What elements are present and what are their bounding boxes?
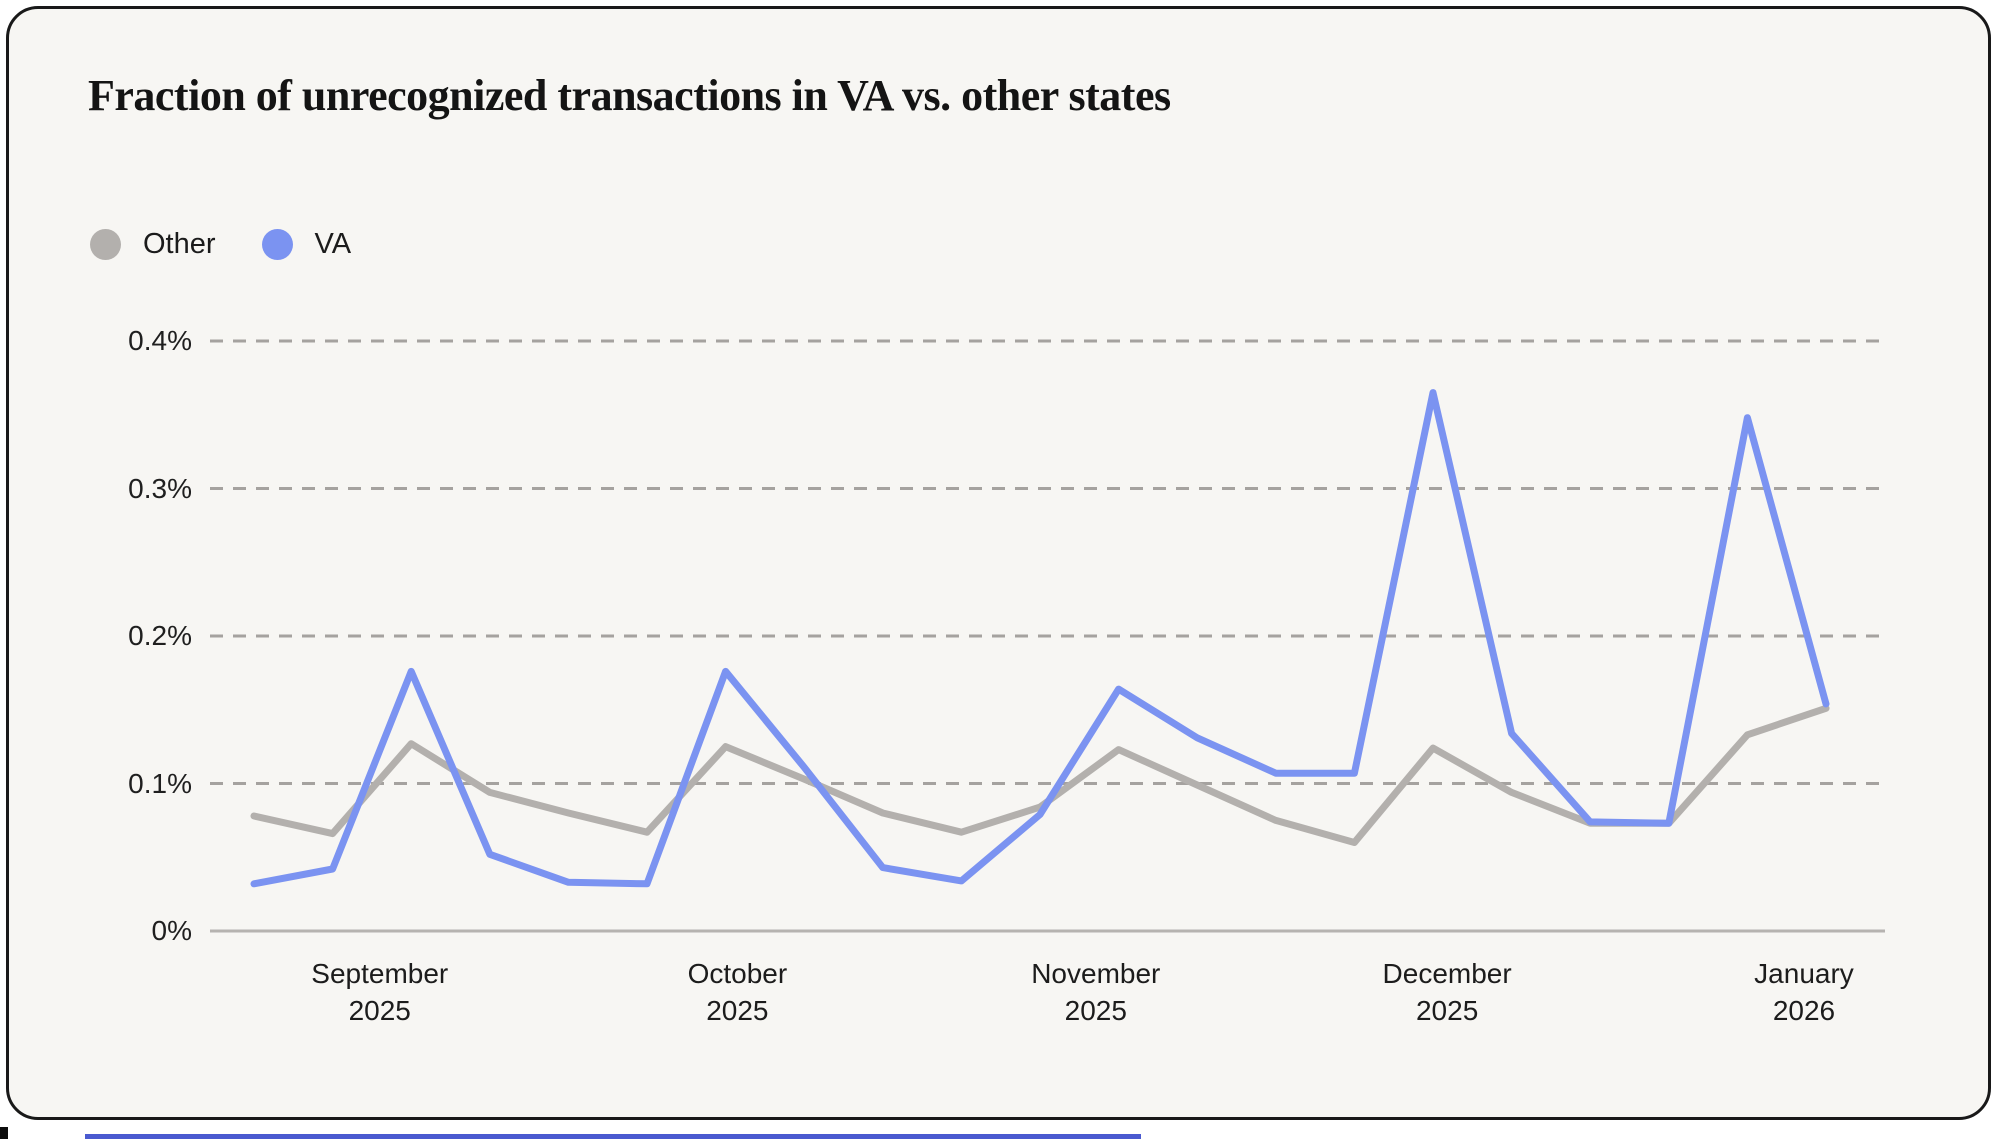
- month-year: 2026: [1772, 995, 1836, 1026]
- legend-label-other: Other: [143, 228, 216, 260]
- month-year: 2025: [1415, 995, 1479, 1026]
- y-axis-tick-label: 0%: [151, 915, 192, 946]
- month-name: September: [311, 958, 449, 989]
- y-axis-tick-label: 0.1%: [128, 767, 192, 799]
- corner-notch: [0, 1127, 8, 1139]
- x-axis-month-label: January 2026: [1674, 955, 1934, 1029]
- chart-title: Fraction of unrecognized transactions in…: [88, 71, 1171, 120]
- x-axis-month-label: September 2025: [250, 955, 510, 1029]
- legend-label-va: VA: [314, 228, 352, 260]
- legend-swatch-other-icon: [90, 229, 121, 260]
- series-line-other: [250, 704, 1830, 846]
- month-name: November: [1031, 958, 1161, 989]
- legend-item-va[interactable]: VA: [261, 228, 352, 261]
- x-axis-month-label: October 2025: [607, 955, 867, 1029]
- month-name: December: [1382, 958, 1512, 989]
- chart-card: [6, 6, 1991, 1120]
- x-axis-month-label: November 2025: [966, 955, 1226, 1029]
- month-name: January: [1754, 958, 1854, 989]
- y-axis-tick-label: 0.4%: [128, 325, 192, 356]
- legend-item-other[interactable]: Other: [90, 228, 216, 261]
- month-year: 2025: [1064, 995, 1127, 1026]
- month-name: October: [687, 958, 788, 989]
- legend: Other VA: [90, 228, 351, 261]
- series-line-va: [250, 389, 1830, 888]
- month-year: 2025: [706, 995, 769, 1026]
- legend-swatch-va-icon: [261, 229, 293, 260]
- y-axis-tick-label: 0.2%: [128, 620, 192, 651]
- month-year: 2025: [348, 995, 411, 1026]
- y-axis-tick-label: 0.3%: [128, 472, 192, 504]
- bottom-accent-strip: [85, 1134, 1141, 1139]
- x-axis-month-label: December 2025: [1317, 955, 1577, 1029]
